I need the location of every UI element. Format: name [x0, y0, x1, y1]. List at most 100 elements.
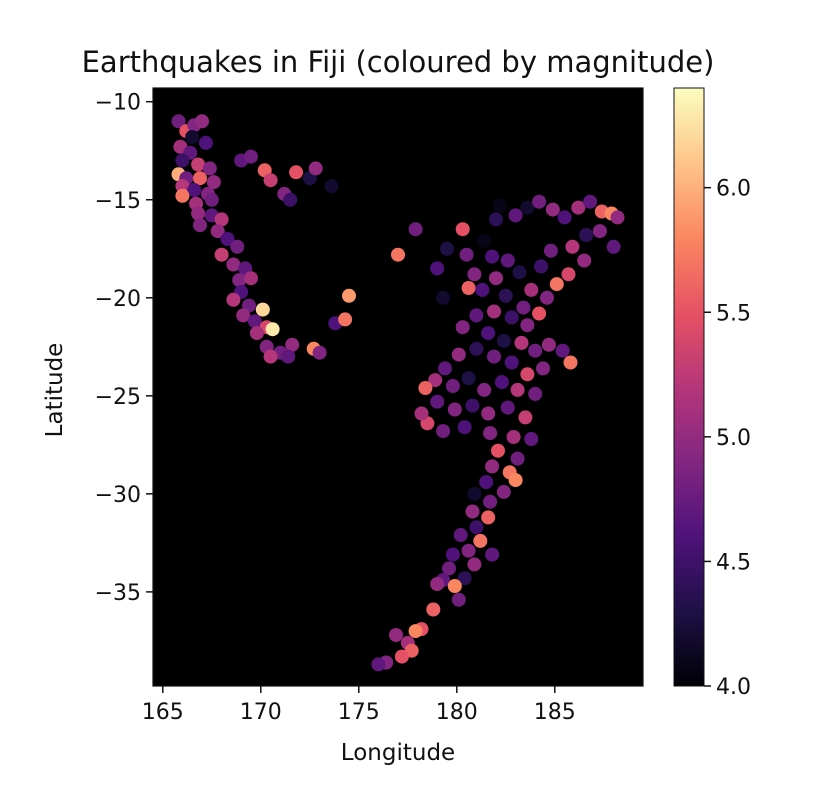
scatter-point	[499, 289, 513, 303]
scatter-point	[546, 203, 560, 217]
scatter-point	[313, 346, 327, 360]
y-axis: −10 −15 −20 −25 −30 −35	[95, 91, 153, 606]
scatter-point	[536, 361, 550, 375]
scatter-point	[542, 338, 556, 352]
scatter-point	[175, 154, 189, 168]
scatter-point	[497, 485, 511, 499]
x-axis: 165 170 175 180 185	[142, 686, 576, 725]
scatter-point	[264, 350, 278, 364]
scatter-point	[244, 271, 258, 285]
scatter-point	[415, 407, 429, 421]
scatter-point	[507, 430, 521, 444]
scatter-point	[544, 244, 558, 258]
scatter-point	[395, 650, 409, 664]
scatter-point	[489, 212, 503, 226]
scatter-point	[458, 420, 472, 434]
scatter-point	[452, 593, 466, 607]
scatter-point	[232, 273, 246, 287]
scatter-point	[446, 548, 460, 562]
colorbar-tick-label: 4.5	[716, 550, 751, 575]
scatter-point	[448, 579, 462, 593]
scatter-point	[342, 289, 356, 303]
scatter-point	[534, 259, 548, 273]
scatter-point	[579, 228, 593, 242]
scatter-point	[462, 281, 476, 295]
y-tick-label: −15	[95, 189, 141, 214]
colorbar-tick-label: 5.0	[716, 426, 751, 451]
scatter-point	[515, 336, 529, 350]
y-tick-label: −30	[95, 483, 141, 508]
scatter-point	[462, 544, 476, 558]
scatter-point	[489, 271, 503, 285]
scatter-point	[540, 291, 554, 305]
scatter-point	[611, 210, 625, 224]
scatter-point	[479, 475, 493, 489]
scatter-point	[556, 344, 570, 358]
chart-title: Earthquakes in Fiji (coloured by magnitu…	[82, 45, 715, 79]
scatter-point	[477, 234, 491, 248]
scatter-point	[513, 265, 527, 279]
scatter-point	[491, 444, 505, 458]
scatter-point	[466, 399, 480, 413]
scatter-point	[528, 387, 542, 401]
scatter-point	[485, 459, 499, 473]
scatter-point	[495, 375, 509, 389]
colorbar-tick-label: 5.5	[716, 301, 751, 326]
scatter-point	[487, 350, 501, 364]
scatter-point	[389, 628, 403, 642]
scatter-point	[467, 487, 481, 501]
scatter-point	[532, 195, 546, 209]
scatter-point	[607, 240, 621, 254]
colorbar-tick-label: 6.0	[716, 177, 751, 202]
scatter-point	[324, 179, 338, 193]
scatter-point	[264, 173, 278, 187]
scatter-point	[481, 326, 495, 340]
scatter-point	[448, 403, 462, 417]
scatter-point	[438, 361, 452, 375]
scatter-point	[191, 207, 205, 221]
scatter-point	[467, 267, 481, 281]
scatter-point	[501, 254, 515, 268]
scatter-point	[528, 344, 542, 358]
scatter-point	[516, 301, 530, 315]
scatter-point	[199, 136, 213, 150]
scatter-point	[520, 318, 534, 332]
scatter-point	[558, 210, 572, 224]
y-tick-label: −10	[95, 91, 141, 116]
scatter-point	[454, 528, 468, 542]
y-tick-label: −35	[95, 581, 141, 606]
scatter-point	[283, 193, 297, 207]
scatter-point	[175, 189, 189, 203]
scatter-point	[483, 426, 497, 440]
colorbar-tick-label: 4.0	[716, 675, 751, 700]
scatter-point	[505, 310, 519, 324]
x-tick-label: 175	[338, 700, 380, 725]
scatter-point	[485, 250, 499, 264]
scatter-point	[185, 130, 199, 144]
scatter-point	[266, 322, 280, 336]
y-tick-label: −20	[95, 287, 141, 312]
scatter-point	[436, 291, 450, 305]
scatter-point	[485, 548, 499, 562]
scatter-point	[524, 283, 538, 297]
x-tick-label: 185	[534, 700, 576, 725]
scatter-point	[469, 342, 483, 356]
scatter-point	[509, 208, 523, 222]
scatter-point	[466, 505, 480, 519]
scatter-point	[440, 242, 454, 256]
scatter-point	[256, 303, 270, 317]
scatter-point	[550, 277, 564, 291]
scatter-point	[583, 195, 597, 209]
colorbar-ticks: 4.0 4.5 5.0 5.5 6.0	[704, 177, 751, 700]
scatter-point	[483, 495, 497, 509]
scatter-point	[430, 261, 444, 275]
scatter-point	[577, 254, 591, 268]
x-tick-label: 165	[142, 700, 184, 725]
scatter-point	[430, 577, 444, 591]
scatter-point	[430, 395, 444, 409]
scatter-point	[460, 248, 474, 262]
scatter-point	[481, 407, 495, 421]
scatter-point	[244, 150, 258, 164]
scatter-point	[456, 222, 470, 236]
